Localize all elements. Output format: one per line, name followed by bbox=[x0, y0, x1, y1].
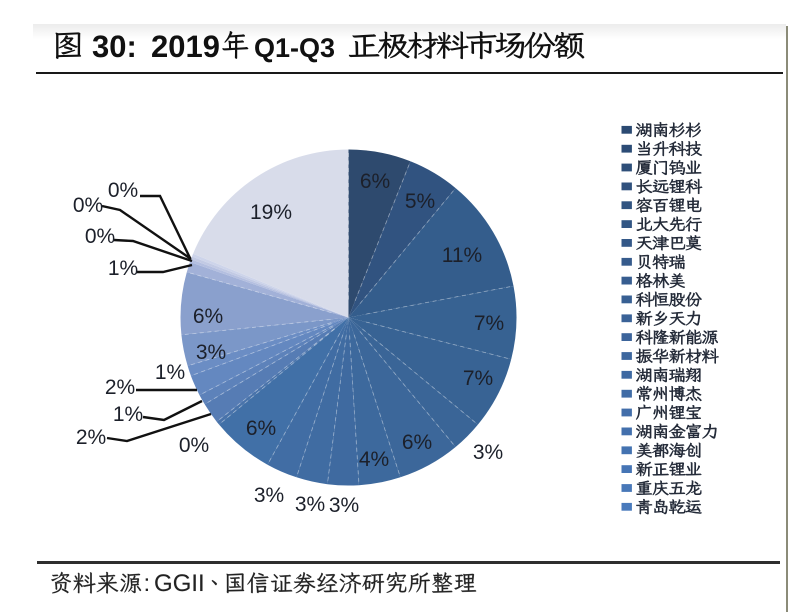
svg-text:1%: 1% bbox=[155, 361, 185, 384]
svg-text:1%: 1% bbox=[113, 403, 143, 426]
svg-text:6%: 6% bbox=[193, 305, 223, 328]
svg-text:3%: 3% bbox=[329, 494, 359, 517]
svg-text:7%: 7% bbox=[474, 312, 504, 335]
svg-text:6%: 6% bbox=[246, 417, 276, 440]
svg-text:2%: 2% bbox=[105, 376, 135, 399]
svg-text:0%: 0% bbox=[179, 434, 209, 457]
svg-text:3%: 3% bbox=[295, 493, 325, 516]
svg-text:0%: 0% bbox=[108, 179, 138, 202]
svg-text:0%: 0% bbox=[73, 194, 103, 217]
svg-text:0%: 0% bbox=[85, 225, 115, 248]
svg-text:11%: 11% bbox=[442, 244, 482, 267]
svg-text:5%: 5% bbox=[405, 190, 435, 213]
svg-text:19%: 19% bbox=[250, 201, 292, 224]
svg-text:7%: 7% bbox=[463, 367, 493, 390]
svg-text:6%: 6% bbox=[360, 170, 390, 193]
svg-text:1%: 1% bbox=[108, 257, 138, 280]
svg-text:3%: 3% bbox=[254, 484, 284, 507]
svg-text:6%: 6% bbox=[402, 431, 432, 454]
svg-text:2%: 2% bbox=[76, 426, 106, 449]
svg-text:3%: 3% bbox=[473, 441, 503, 464]
svg-text:4%: 4% bbox=[359, 448, 389, 471]
svg-text:3%: 3% bbox=[196, 341, 226, 364]
